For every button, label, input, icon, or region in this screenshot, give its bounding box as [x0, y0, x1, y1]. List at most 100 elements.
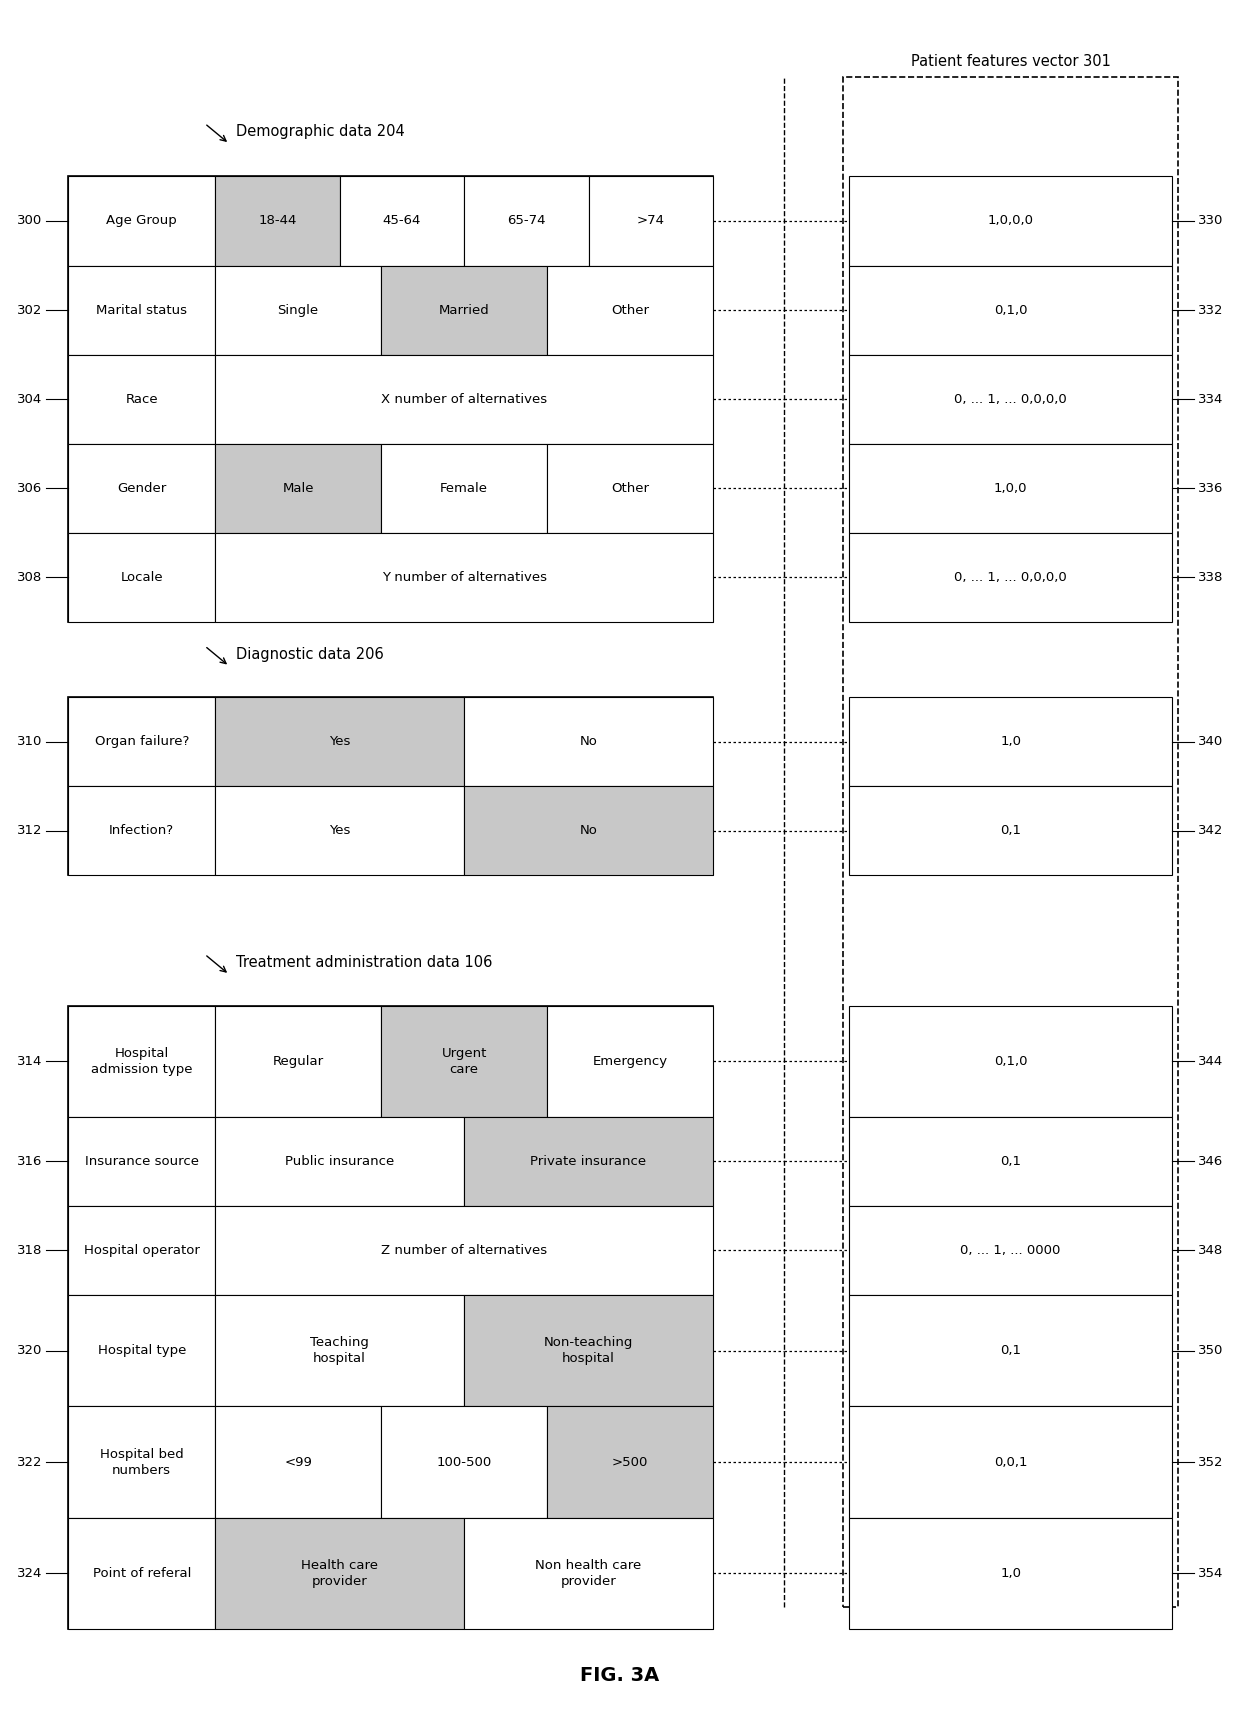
Bar [464, 1117, 713, 1206]
Text: 0,1,0: 0,1,0 [993, 303, 1028, 317]
Bar [849, 176, 1172, 266]
Text: 316: 316 [17, 1155, 42, 1168]
Text: No: No [579, 824, 598, 838]
Bar [68, 1406, 216, 1518]
Bar [216, 1117, 464, 1206]
Text: Locale: Locale [120, 570, 162, 584]
Text: Yes: Yes [329, 735, 351, 749]
Text: 1,0,0,0: 1,0,0,0 [987, 214, 1034, 228]
Text: No: No [579, 735, 598, 749]
Text: Urgent
care: Urgent care [441, 1047, 487, 1076]
Bar [547, 266, 713, 355]
Bar [849, 786, 1172, 875]
Bar [216, 697, 464, 786]
Text: 308: 308 [17, 570, 42, 584]
Text: Treatment administration data 106: Treatment administration data 106 [236, 956, 492, 970]
Bar [68, 176, 713, 622]
Text: Non health care
provider: Non health care provider [536, 1559, 641, 1588]
Text: Infection?: Infection? [109, 824, 175, 838]
Text: >74: >74 [637, 214, 665, 228]
Text: 1,0: 1,0 [1001, 1567, 1021, 1579]
Text: 1,0,0: 1,0,0 [993, 481, 1028, 495]
Text: Private insurance: Private insurance [531, 1155, 646, 1168]
Bar [216, 444, 381, 533]
Bar [849, 266, 1172, 355]
Text: 65-74: 65-74 [507, 214, 546, 228]
Bar [547, 1006, 713, 1117]
Bar [381, 266, 547, 355]
Text: 0,1: 0,1 [1001, 1155, 1021, 1168]
Text: 1,0: 1,0 [1001, 735, 1021, 749]
Bar [68, 444, 216, 533]
Bar [849, 1117, 1172, 1206]
Text: >500: >500 [611, 1456, 649, 1468]
Bar [464, 786, 713, 875]
Bar [381, 444, 547, 533]
Bar [216, 355, 713, 444]
Bar [589, 176, 713, 266]
Text: <99: <99 [284, 1456, 312, 1468]
Bar [849, 1295, 1172, 1406]
Bar [216, 1406, 381, 1518]
Bar [68, 786, 216, 875]
Text: 0, ... 1, ... 0000: 0, ... 1, ... 0000 [961, 1244, 1060, 1257]
Bar [464, 176, 589, 266]
Bar [216, 533, 713, 622]
Text: Other: Other [611, 303, 649, 317]
Bar [68, 697, 216, 786]
Text: 18-44: 18-44 [258, 214, 296, 228]
Text: 346: 346 [1198, 1155, 1223, 1168]
Text: Hospital
admission type: Hospital admission type [91, 1047, 192, 1076]
Text: Single: Single [278, 303, 319, 317]
Bar [547, 444, 713, 533]
Bar [381, 1006, 547, 1117]
Bar [216, 786, 464, 875]
Text: Point of referal: Point of referal [93, 1567, 191, 1579]
Bar [216, 1295, 464, 1406]
Bar [68, 176, 216, 266]
Text: 324: 324 [17, 1567, 42, 1579]
Text: Regular: Regular [273, 1055, 324, 1067]
Text: Other: Other [611, 481, 649, 495]
Text: Diagnostic data 206: Diagnostic data 206 [236, 648, 383, 661]
Bar [849, 1518, 1172, 1629]
Bar [849, 697, 1172, 786]
Text: Y number of alternatives: Y number of alternatives [382, 570, 547, 584]
Text: Hospital operator: Hospital operator [84, 1244, 200, 1257]
Text: 318: 318 [17, 1244, 42, 1257]
Text: 304: 304 [17, 392, 42, 406]
Text: Demographic data 204: Demographic data 204 [236, 125, 404, 139]
Bar [216, 176, 340, 266]
Bar [464, 697, 713, 786]
Text: Marital status: Marital status [97, 303, 187, 317]
Text: 0,1: 0,1 [1001, 1345, 1021, 1357]
Text: Gender: Gender [117, 481, 166, 495]
Text: 100-500: 100-500 [436, 1456, 492, 1468]
Bar [216, 1006, 381, 1117]
Text: 312: 312 [16, 824, 42, 838]
Text: Public insurance: Public insurance [285, 1155, 394, 1168]
Bar [381, 1406, 547, 1518]
Bar [68, 1117, 216, 1206]
Bar [547, 1406, 713, 1518]
Text: 0,0,1: 0,0,1 [993, 1456, 1028, 1468]
Bar [216, 1518, 464, 1629]
Text: 300: 300 [17, 214, 42, 228]
Text: Race: Race [125, 392, 157, 406]
Text: Non-teaching
hospital: Non-teaching hospital [544, 1336, 634, 1365]
Text: FIG. 3A: FIG. 3A [580, 1665, 660, 1686]
Bar [849, 533, 1172, 622]
Text: 338: 338 [1198, 570, 1223, 584]
Bar [464, 1295, 713, 1406]
Text: 342: 342 [1198, 824, 1223, 838]
Bar [464, 1518, 713, 1629]
Text: X number of alternatives: X number of alternatives [381, 392, 547, 406]
Bar [68, 1206, 216, 1295]
Bar [849, 1006, 1172, 1117]
Text: 330: 330 [1198, 214, 1223, 228]
Text: 306: 306 [17, 481, 42, 495]
Text: Hospital bed
numbers: Hospital bed numbers [100, 1447, 184, 1477]
Text: 0,1,0: 0,1,0 [993, 1055, 1028, 1067]
Text: 0, ... 1, ... 0,0,0,0: 0, ... 1, ... 0,0,0,0 [955, 570, 1066, 584]
Text: 336: 336 [1198, 481, 1223, 495]
